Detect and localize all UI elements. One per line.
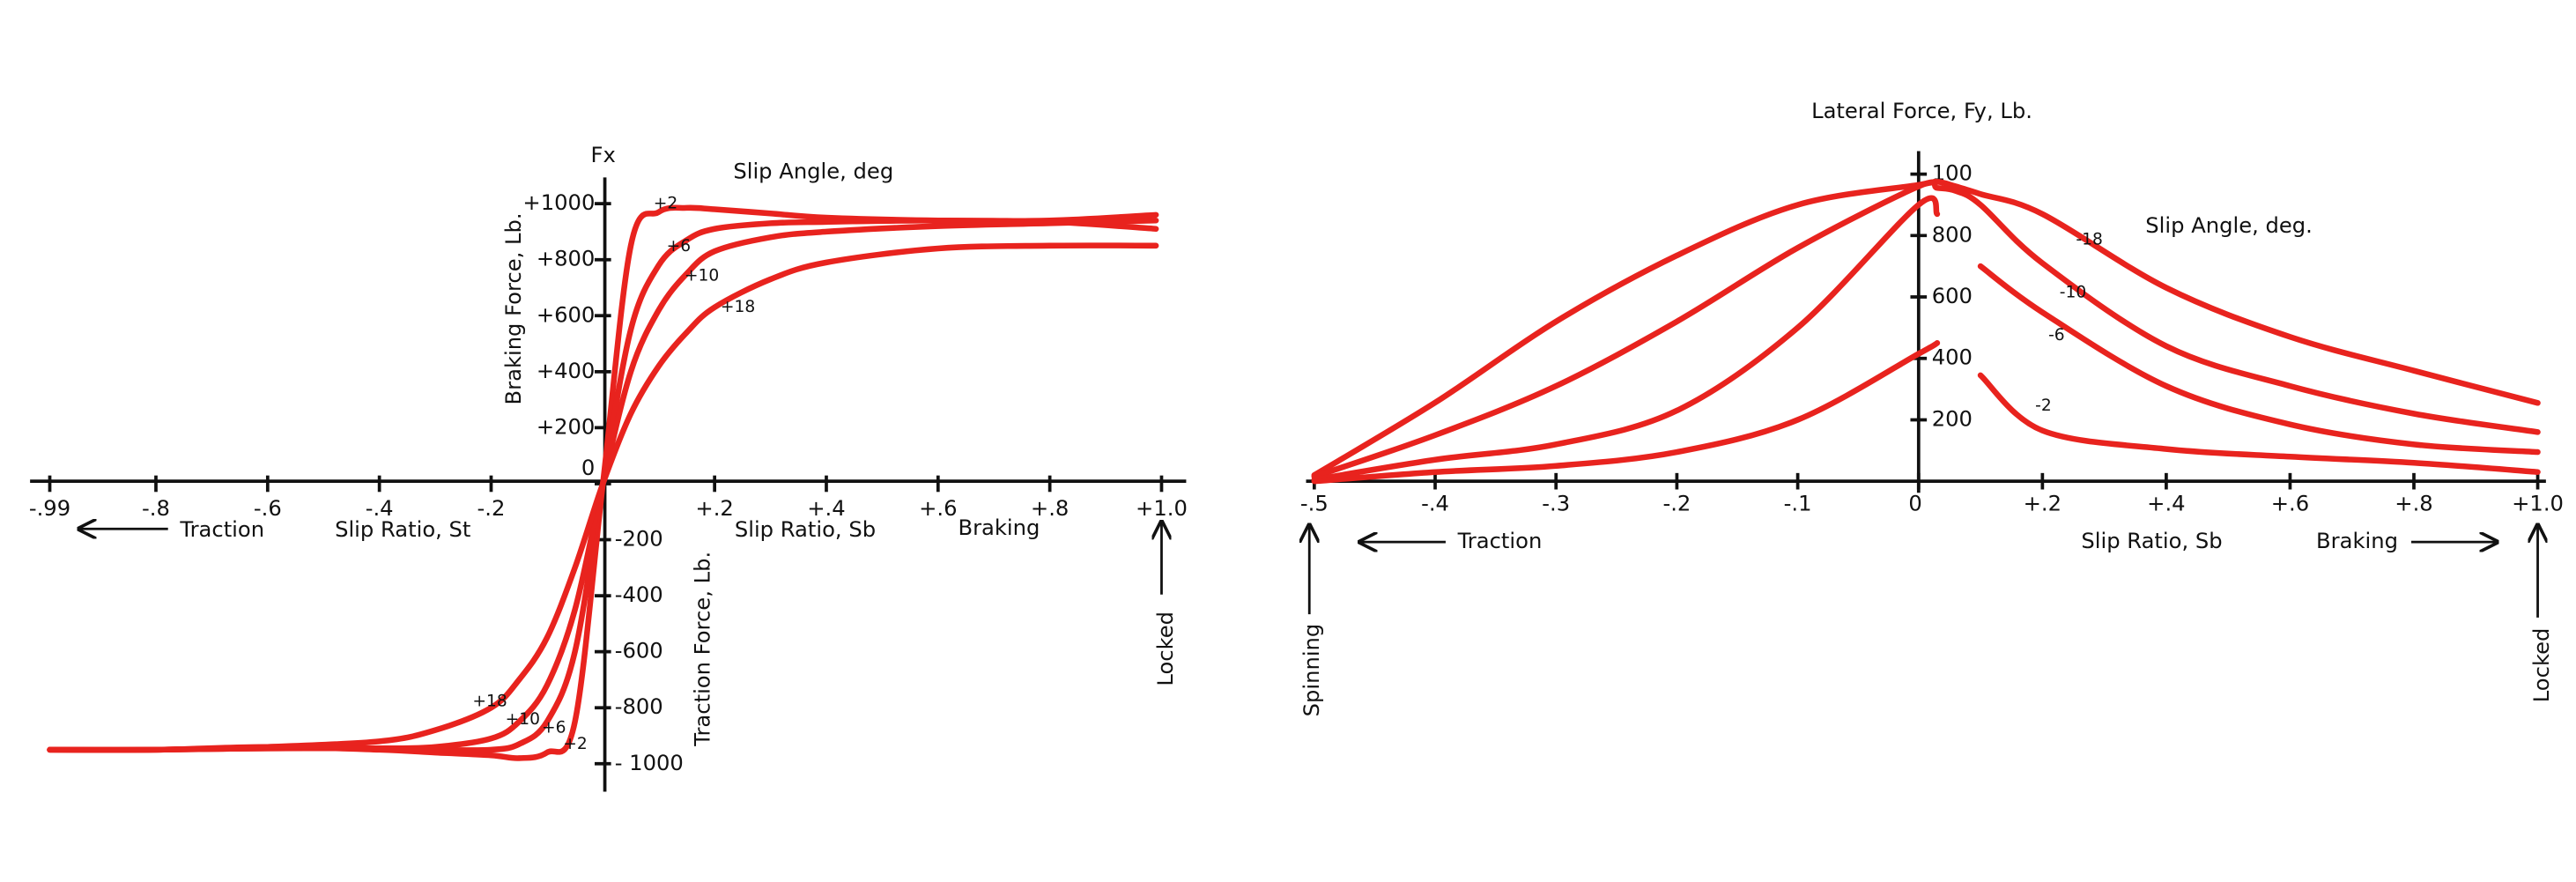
curve-label: -10 xyxy=(2060,283,2086,301)
curve xyxy=(1311,340,2541,485)
y-label-negative: Traction Force, Lb. xyxy=(690,552,714,747)
x-tick-label: -.99 xyxy=(29,496,70,521)
y-tick-label: 200 xyxy=(1932,406,1973,431)
curve-label: +2 xyxy=(654,195,677,213)
x-label-negative: Slip Ratio, St xyxy=(335,517,470,542)
legend-title: Slip Angle, deg. xyxy=(2145,213,2313,238)
y-tick-label: -200 xyxy=(615,527,663,552)
curve-label: -6 xyxy=(2048,326,2065,345)
y-tick-label: +1000 xyxy=(522,190,595,215)
x-tick-label: -.2 xyxy=(1662,491,1691,515)
curve-label: -2 xyxy=(2035,397,2052,415)
x-tick-label: -.4 xyxy=(1421,491,1449,515)
curve-label: +18 xyxy=(721,298,755,316)
y-label: Fx xyxy=(591,143,616,167)
curve-label: +10 xyxy=(685,267,719,285)
x-tick-label: +.2 xyxy=(695,496,733,521)
annotation: Braking xyxy=(958,515,1040,540)
x-tick-label: -.4 xyxy=(366,496,394,521)
y-tick-label: 400 xyxy=(1932,345,1973,370)
annotation: Locked xyxy=(1153,611,1178,686)
curve-label: +6 xyxy=(542,718,566,737)
y-tick-label: -600 xyxy=(615,639,663,663)
y-tick-label: 800 xyxy=(1932,222,1973,247)
x-tick-label: -.1 xyxy=(1784,491,1812,515)
x-tick-label: +.4 xyxy=(807,496,845,521)
curve-label: +18 xyxy=(472,692,507,710)
y-label: Lateral Force, Fy, Lb. xyxy=(1811,99,2032,123)
y-tick-label: 600 xyxy=(1932,284,1973,308)
y-tick-label: +800 xyxy=(537,247,596,271)
y-tick-label: -800 xyxy=(615,694,663,719)
x-tick-label: +.8 xyxy=(2395,491,2432,515)
x-tick-label: +.4 xyxy=(2147,491,2185,515)
curve xyxy=(1311,179,2541,480)
y-tick-label: 0 xyxy=(581,456,595,480)
curve-label: +2 xyxy=(563,735,587,753)
curve-label: -18 xyxy=(2076,231,2102,249)
y-tick-label: +200 xyxy=(537,414,596,439)
annotation: Locked xyxy=(2529,628,2554,703)
y-tick-label: - 1000 xyxy=(615,751,684,775)
x-tick-label: -.5 xyxy=(1300,491,1329,515)
curve-label: +6 xyxy=(667,237,691,256)
y-tick-label: +600 xyxy=(537,302,596,327)
y-label-positive: Braking Force, Lb. xyxy=(501,212,526,404)
y-tick-label: +400 xyxy=(537,359,596,383)
annotation: Braking xyxy=(2316,529,2398,553)
annotation: Traction xyxy=(179,517,264,542)
x-tick-label: -.2 xyxy=(477,496,506,521)
legend-title: Slip Angle, deg xyxy=(733,159,893,184)
x-tick-label: -.8 xyxy=(142,496,170,521)
x-tick-label: +1.0 xyxy=(2512,491,2564,515)
y-tick-label: -400 xyxy=(615,582,663,607)
x-tick-label: +.6 xyxy=(919,496,957,521)
x-tick-label: -.3 xyxy=(1542,491,1570,515)
x-tick-label: +.2 xyxy=(2024,491,2062,515)
annotation: Traction xyxy=(1457,529,1543,553)
curve xyxy=(1311,178,2541,478)
x-label-positive: Slip Ratio, Sb xyxy=(735,517,876,542)
x-tick-label: +.6 xyxy=(2271,491,2309,515)
annotation: Spinning xyxy=(1299,624,1324,717)
x-tick-label: +.8 xyxy=(1031,496,1069,521)
x-tick-label: +1.0 xyxy=(1136,496,1188,521)
curve xyxy=(1311,195,2541,483)
x-tick-label: -.6 xyxy=(254,496,282,521)
curve-label: +10 xyxy=(506,710,540,729)
x-tick-label: 0 xyxy=(1908,491,1921,515)
curve xyxy=(47,242,1159,753)
x-label: Slip Ratio, Sb xyxy=(2081,529,2222,553)
